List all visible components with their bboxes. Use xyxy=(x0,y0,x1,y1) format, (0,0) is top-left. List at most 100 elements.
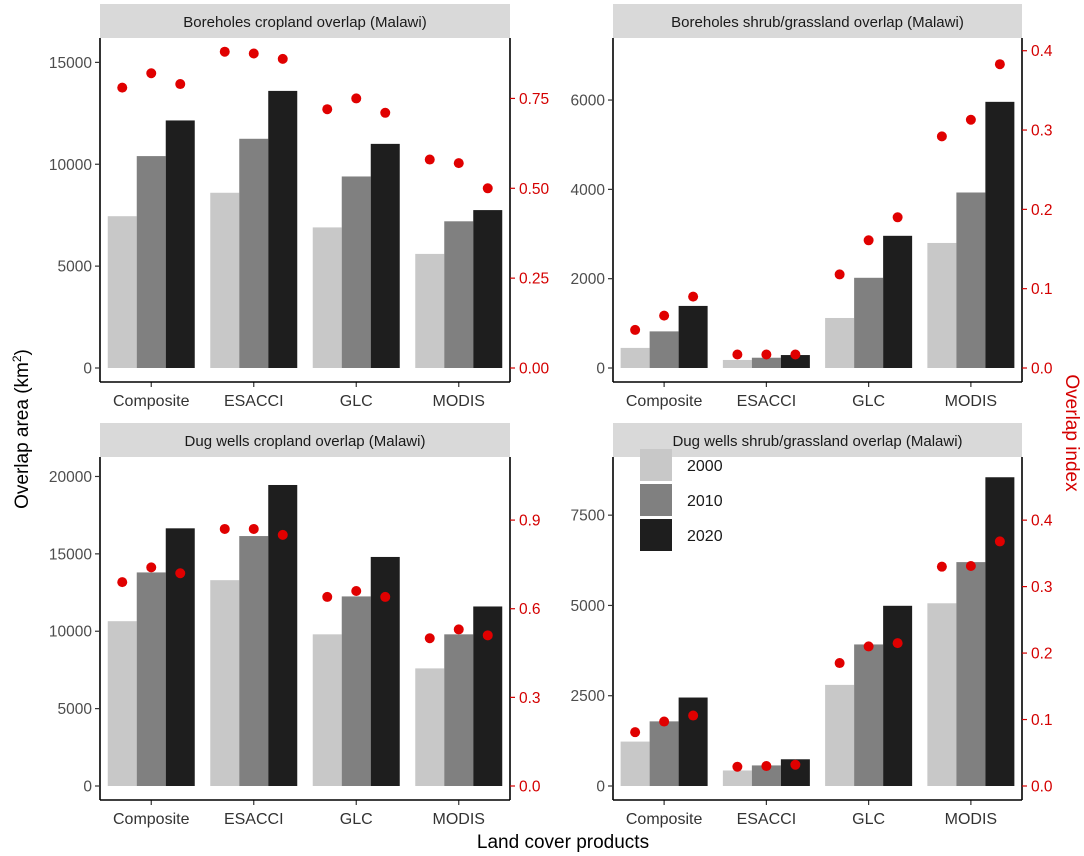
legend-label-2010: 2010 xyxy=(687,493,723,510)
panel-title: Boreholes shrub/grassland overlap (Malaw… xyxy=(671,14,964,31)
legend-swatch-2020 xyxy=(640,519,672,551)
x-axis-title: Land cover products xyxy=(477,832,649,853)
bar-modis-2020 xyxy=(985,477,1015,786)
bar-esacci-2000 xyxy=(210,580,240,786)
index-point-esacci-2000 xyxy=(732,761,743,772)
panel-1: Boreholes cropland overlap (Malawi) Compo… xyxy=(49,4,550,410)
y-tick-label-right: 0.2 xyxy=(1031,646,1053,663)
bar-composite-2020 xyxy=(165,528,195,786)
bar-composite-2000 xyxy=(107,621,137,786)
bar-glc-2010 xyxy=(341,176,371,368)
index-point-composite-2010 xyxy=(659,716,670,727)
y-tick-label-left: 0 xyxy=(83,779,92,796)
index-point-composite-2010 xyxy=(146,562,157,573)
y-tick-label-left: 4000 xyxy=(571,182,606,199)
y-tick-label-right: 0.1 xyxy=(1031,281,1053,298)
panel-strip xyxy=(613,4,1022,38)
bar-modis-2010 xyxy=(444,221,474,368)
y-tick-label-right: 0.0 xyxy=(519,779,541,796)
index-point-composite-2020 xyxy=(175,79,186,90)
y-tick-label-left: 15000 xyxy=(49,55,92,72)
y-tick-label-left: 5000 xyxy=(58,259,93,276)
bar-glc-2010 xyxy=(854,644,884,786)
index-point-glc-2020 xyxy=(892,638,903,649)
y-tick-label-right: 0.4 xyxy=(1031,513,1053,530)
x-tick-label: MODIS xyxy=(433,393,485,410)
x-tick-label: MODIS xyxy=(945,811,997,828)
y-tick-label-right: 0.25 xyxy=(519,271,549,288)
bar-composite-2010 xyxy=(649,721,679,786)
bar-modis-2010 xyxy=(956,192,986,368)
index-point-esacci-2020 xyxy=(277,53,288,64)
bar-esacci-2000 xyxy=(210,192,240,368)
bar-glc-2020 xyxy=(883,605,913,786)
y-tick-label-left: 2500 xyxy=(571,688,606,705)
chart-panels: Boreholes cropland overlap (Malawi) Compo… xyxy=(49,4,1053,828)
index-point-modis-2010 xyxy=(965,561,976,572)
index-point-glc-2020 xyxy=(380,591,391,602)
y-tick-label-right: 0.6 xyxy=(519,601,541,618)
index-point-glc-2010 xyxy=(351,93,362,104)
x-tick-label: ESACCI xyxy=(224,393,284,410)
bar-composite-2000 xyxy=(620,347,650,368)
index-point-modis-2000 xyxy=(424,633,435,644)
x-tick-label: ESACCI xyxy=(224,811,284,828)
panel-strip xyxy=(613,423,1022,457)
x-tick-label: GLC xyxy=(852,393,885,410)
bar-esacci-2010 xyxy=(239,536,269,786)
index-point-modis-2010 xyxy=(965,114,976,125)
y-tick-label-right: 0.75 xyxy=(519,91,549,108)
y-tick-label-left: 0 xyxy=(83,361,92,378)
panel-strip xyxy=(100,4,510,38)
index-point-esacci-2010 xyxy=(248,48,259,59)
index-point-esacci-2010 xyxy=(248,523,259,534)
index-point-modis-2020 xyxy=(994,59,1005,70)
index-point-modis-2020 xyxy=(994,536,1005,547)
index-point-glc-2010 xyxy=(863,235,874,246)
bar-glc-2010 xyxy=(854,277,884,368)
bar-esacci-2000 xyxy=(722,359,752,368)
index-point-esacci-2020 xyxy=(790,349,801,360)
y-tick-label-left: 7500 xyxy=(571,508,606,525)
y-tick-label-left: 5000 xyxy=(571,598,606,615)
bar-esacci-2010 xyxy=(751,357,781,368)
bar-modis-2000 xyxy=(415,668,445,786)
bar-glc-2020 xyxy=(883,235,913,368)
index-point-esacci-2010 xyxy=(761,761,772,772)
legend-swatch-2010 xyxy=(640,484,672,516)
index-point-modis-2010 xyxy=(453,624,464,635)
panel-title: Dug wells shrub/grassland overlap (Malaw… xyxy=(672,433,962,450)
y-tick-label-left: 5000 xyxy=(58,701,93,718)
y-tick-label-right: 0.9 xyxy=(519,513,541,530)
index-point-glc-2000 xyxy=(834,269,845,280)
index-point-composite-2000 xyxy=(117,577,128,588)
index-point-glc-2020 xyxy=(892,212,903,223)
index-point-glc-2010 xyxy=(351,586,362,596)
index-point-composite-2010 xyxy=(659,310,670,321)
y-tick-label-left: 2000 xyxy=(571,271,606,288)
x-tick-label: Composite xyxy=(113,811,190,828)
x-tick-label: GLC xyxy=(340,393,373,410)
bar-modis-2010 xyxy=(444,634,474,786)
y-tick-label-right: 0.3 xyxy=(1031,579,1053,596)
panel-4: Dug wells shrub/grassland overlap (Malaw… xyxy=(571,423,1053,828)
index-point-modis-2020 xyxy=(482,630,493,641)
y-tick-label-left: 10000 xyxy=(49,157,92,174)
legend-label-2000: 2000 xyxy=(687,458,723,475)
bar-modis-2000 xyxy=(927,242,957,368)
bar-esacci-2010 xyxy=(239,138,269,368)
bar-esacci-2010 xyxy=(751,765,781,786)
bar-modis-2020 xyxy=(985,101,1015,368)
y-tick-label-right: 0.0 xyxy=(1031,361,1053,378)
y-axis-right-title: Overlap index xyxy=(1061,374,1082,492)
index-point-glc-2010 xyxy=(863,641,874,652)
index-point-composite-2020 xyxy=(688,710,699,721)
bar-composite-2010 xyxy=(136,572,166,786)
panel-title: Boreholes cropland overlap (Malawi) xyxy=(183,14,426,31)
y-tick-label-left: 6000 xyxy=(571,93,606,110)
bar-composite-2000 xyxy=(107,216,137,368)
bar-modis-2020 xyxy=(473,210,503,368)
index-point-esacci-2010 xyxy=(761,349,772,360)
index-point-modis-2000 xyxy=(424,154,435,165)
